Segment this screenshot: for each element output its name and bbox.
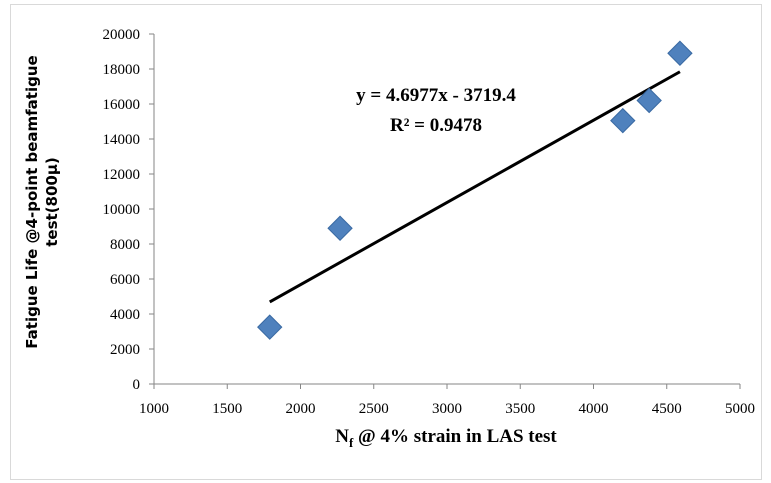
x-tick-label: 3000 <box>432 401 462 417</box>
x-tick-label: 3500 <box>505 401 535 417</box>
x-axis-title: Nf @ 4% strain in LAS test <box>335 426 557 450</box>
data-point <box>257 314 283 340</box>
data-point <box>610 107 636 134</box>
x-axis-title-main: N <box>335 426 349 447</box>
y-axis-title-line1: Fatigue Life @4-point beamfatigue <box>23 55 41 348</box>
trendline-equation: y = 4.6977x - 3719.4 <box>356 85 516 106</box>
r-squared-label: R² = 0.9478 <box>390 115 482 136</box>
x-tick-label: 2500 <box>359 401 389 417</box>
x-tick-marks <box>153 384 741 389</box>
data-point <box>667 40 693 66</box>
data-points <box>257 40 693 340</box>
x-tick-labels: 1000 1500 2000 2500 3000 3500 4000 4500 5000 <box>139 401 755 417</box>
chart-frame <box>10 4 762 480</box>
y-tick-label: 4000 <box>110 307 140 323</box>
y-tick-label: 2000 <box>110 342 140 358</box>
data-point <box>327 215 353 241</box>
y-tick-label: 18000 <box>103 62 141 78</box>
x-axis-title-subscript: f <box>349 435 354 450</box>
x-tick-label: 2000 <box>286 401 316 417</box>
y-tick-label: 6000 <box>110 272 140 288</box>
x-tick-label: 5000 <box>725 401 755 417</box>
y-axis-title: Fatigue Life @4-point beamfatigue test(8… <box>23 55 61 348</box>
x-tick-label: 4500 <box>652 401 682 417</box>
trendline <box>269 70 681 304</box>
x-tick-label: 1000 <box>139 401 169 417</box>
x-axis-title-rest: @ 4% strain in LAS test <box>353 426 557 447</box>
y-tick-label: 16000 <box>103 97 141 113</box>
y-tick-label: 8000 <box>110 237 140 253</box>
y-tick-label: 10000 <box>103 202 141 218</box>
y-tick-label: 14000 <box>103 132 141 148</box>
x-tick-label: 4000 <box>579 401 609 417</box>
y-axis-title-line2: test(800μ) <box>43 157 61 247</box>
y-tick-label: 12000 <box>103 167 141 183</box>
y-tick-labels: 0 2000 4000 6000 8000 10000 12000 14000 16000 180… <box>103 27 154 393</box>
y-tick-label: 0 <box>133 377 141 393</box>
data-point <box>636 87 662 114</box>
x-tick-label: 1500 <box>212 401 242 417</box>
y-tick-label: 20000 <box>103 27 141 43</box>
